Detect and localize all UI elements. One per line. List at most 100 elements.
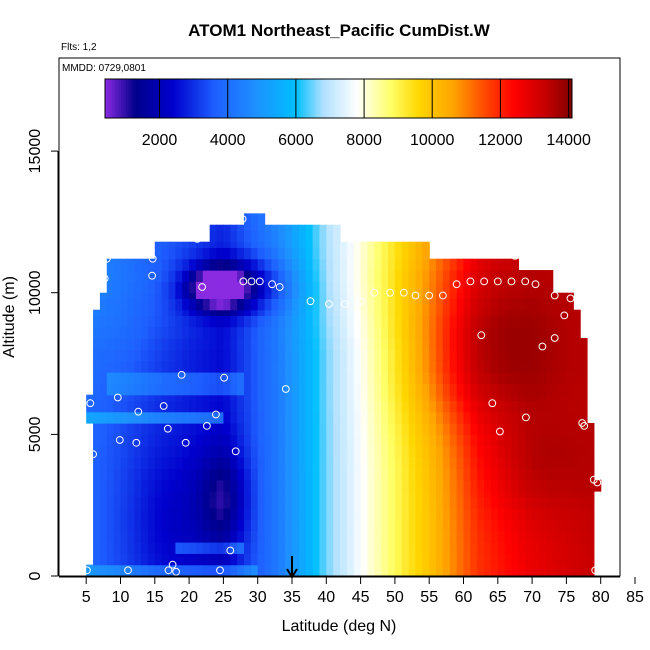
heat-cell <box>120 553 128 566</box>
heat-cell <box>580 457 588 469</box>
heat-cell <box>470 508 478 520</box>
heat-cell <box>257 394 266 401</box>
colorbar-cell <box>249 79 253 118</box>
colorbar-cell <box>532 79 536 118</box>
heat-cell <box>141 315 149 328</box>
heat-cell <box>86 394 94 401</box>
heat-cell <box>278 349 286 362</box>
heat-cell <box>545 564 554 576</box>
heat-cell <box>360 349 369 362</box>
heat-cell <box>99 360 108 373</box>
heat-cell <box>147 400 156 413</box>
heat-cell <box>257 445 266 458</box>
heat-cell <box>367 542 375 554</box>
heat-cell <box>388 247 396 260</box>
heat-cell <box>504 542 513 554</box>
heat-cell <box>573 519 581 532</box>
heat-cell <box>449 394 458 401</box>
heat-cell <box>230 372 238 384</box>
heat-cell <box>566 564 574 576</box>
heat-cell <box>99 457 108 469</box>
heat-cell <box>161 553 170 566</box>
heat-cell <box>360 372 369 384</box>
heat-cell <box>257 213 266 226</box>
heat-cell <box>408 326 417 339</box>
heat-cell <box>580 468 588 481</box>
heat-cell <box>195 338 204 350</box>
y-tick-label: 15000 <box>27 129 44 174</box>
heat-cell <box>93 508 101 520</box>
heat-cell <box>237 400 245 413</box>
heat-cell <box>436 542 444 554</box>
heat-cell <box>237 508 245 520</box>
colorbar-cell <box>347 79 351 118</box>
heat-cell <box>182 530 190 543</box>
heat-cell <box>388 326 396 339</box>
heat-cell <box>161 542 170 554</box>
heat-cell <box>120 383 128 396</box>
heat-cell <box>285 468 293 481</box>
heat-cell <box>161 383 170 396</box>
heat-cell <box>113 423 122 435</box>
heat-cell <box>243 542 252 554</box>
heat-cell <box>168 468 176 481</box>
heat-cell <box>449 338 458 350</box>
heat-cell <box>374 270 382 282</box>
heat-cell <box>559 479 567 492</box>
colorbar-cell <box>520 79 524 118</box>
heat-cell <box>463 281 471 294</box>
heat-cell <box>580 394 588 401</box>
heat-cell <box>333 338 341 350</box>
heat-cell <box>285 479 293 492</box>
heat-cell <box>504 479 513 492</box>
heat-cell <box>353 298 362 311</box>
heat-cell <box>202 564 211 576</box>
heat-cell <box>497 258 506 271</box>
heat-cell <box>538 383 547 396</box>
heat-cell <box>250 383 259 396</box>
heat-cell <box>106 400 115 413</box>
heat-cell <box>209 445 218 458</box>
heat-cell <box>237 281 245 294</box>
heat-cell <box>456 360 465 373</box>
heat-cell <box>360 553 369 566</box>
heat-cell <box>326 553 334 566</box>
colorbar-cell <box>565 79 568 118</box>
heat-cell <box>367 383 375 396</box>
heat-cell <box>388 258 396 271</box>
heat-cell <box>340 530 348 543</box>
colorbar-cell <box>107 79 111 118</box>
heat-cell <box>189 496 197 509</box>
heat-cell <box>559 468 567 481</box>
data-point <box>531 280 540 289</box>
heat-cell <box>545 423 554 435</box>
heat-cell <box>422 372 430 384</box>
colorbar-cell <box>555 79 559 118</box>
heat-cell <box>367 241 375 248</box>
colorbar-cell <box>457 79 461 118</box>
heat-cell <box>319 519 327 532</box>
heat-cell <box>511 491 519 498</box>
heat-cell <box>497 519 506 532</box>
heat-cell <box>99 519 108 532</box>
heat-cell <box>532 349 540 362</box>
heat-cell <box>237 394 245 401</box>
heat-cell <box>442 281 451 294</box>
heat-cell <box>394 564 403 576</box>
heat-cell <box>237 479 245 492</box>
heat-cell <box>442 423 451 435</box>
heat-cell <box>470 457 478 469</box>
heat-cell <box>429 457 437 469</box>
heat-cell <box>223 292 231 299</box>
heat-cell <box>374 564 382 576</box>
heat-cell <box>456 508 465 520</box>
heat-cell <box>113 360 122 373</box>
x-tick-label: 20 <box>180 589 198 606</box>
heat-cell <box>580 338 588 350</box>
heat-cell <box>484 564 492 576</box>
colorbar-cell <box>175 79 178 118</box>
heat-cell <box>538 281 547 294</box>
colorbar-cell <box>277 79 281 118</box>
heat-cell <box>340 247 348 260</box>
heat-cell <box>161 281 170 294</box>
